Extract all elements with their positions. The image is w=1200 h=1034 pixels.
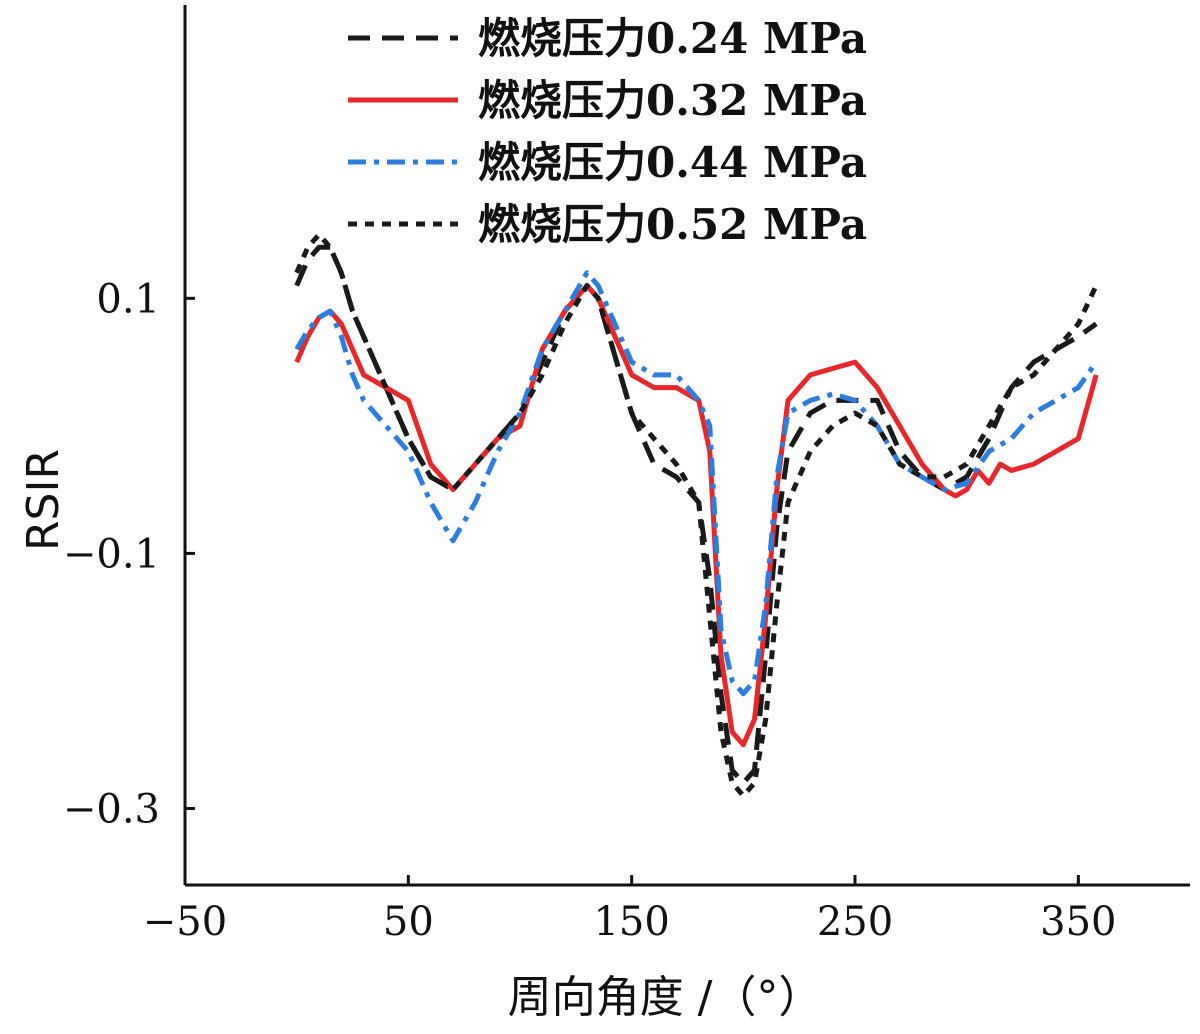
series-line-3: [294, 270, 1099, 697]
legend: 燃烧压力0.24 MPa 燃烧压力0.32 MPa 燃烧压力0.44 MPa 燃烧压力…: [348, 14, 867, 249]
series-line-2: [294, 283, 1099, 748]
y-tick-label: −0.1: [63, 531, 160, 577]
x-tick-label: 150: [593, 899, 669, 945]
axes: [183, 5, 1190, 887]
legend-label-2: 燃烧压力0.32 MPa: [478, 76, 867, 125]
x-tick-label: 50: [383, 899, 434, 945]
x-tick-label: 350: [1040, 899, 1116, 945]
x-tick-label: 250: [817, 899, 893, 945]
x-axis-title: 周向角度 /（°）: [508, 972, 823, 1023]
x-tick-label: −50: [143, 899, 227, 945]
legend-label-3: 燃烧压力0.44 MPa: [478, 138, 867, 187]
legend-label-4: 燃烧压力0.52 MPa: [478, 200, 867, 249]
legend-label-1: 燃烧压力0.24 MPa: [478, 14, 867, 63]
y-axis-title: RSIR: [18, 449, 69, 551]
series-line-1: [294, 244, 1098, 786]
y-tick-label: 0.1: [96, 276, 160, 322]
y-ticks: 0.1 −0.1 −0.3: [63, 276, 195, 832]
series-line-4: [294, 232, 1099, 799]
y-tick-label: −0.3: [63, 786, 160, 832]
x-ticks: −50 50 150 250 350: [143, 875, 1117, 945]
plot-series: [294, 232, 1099, 799]
